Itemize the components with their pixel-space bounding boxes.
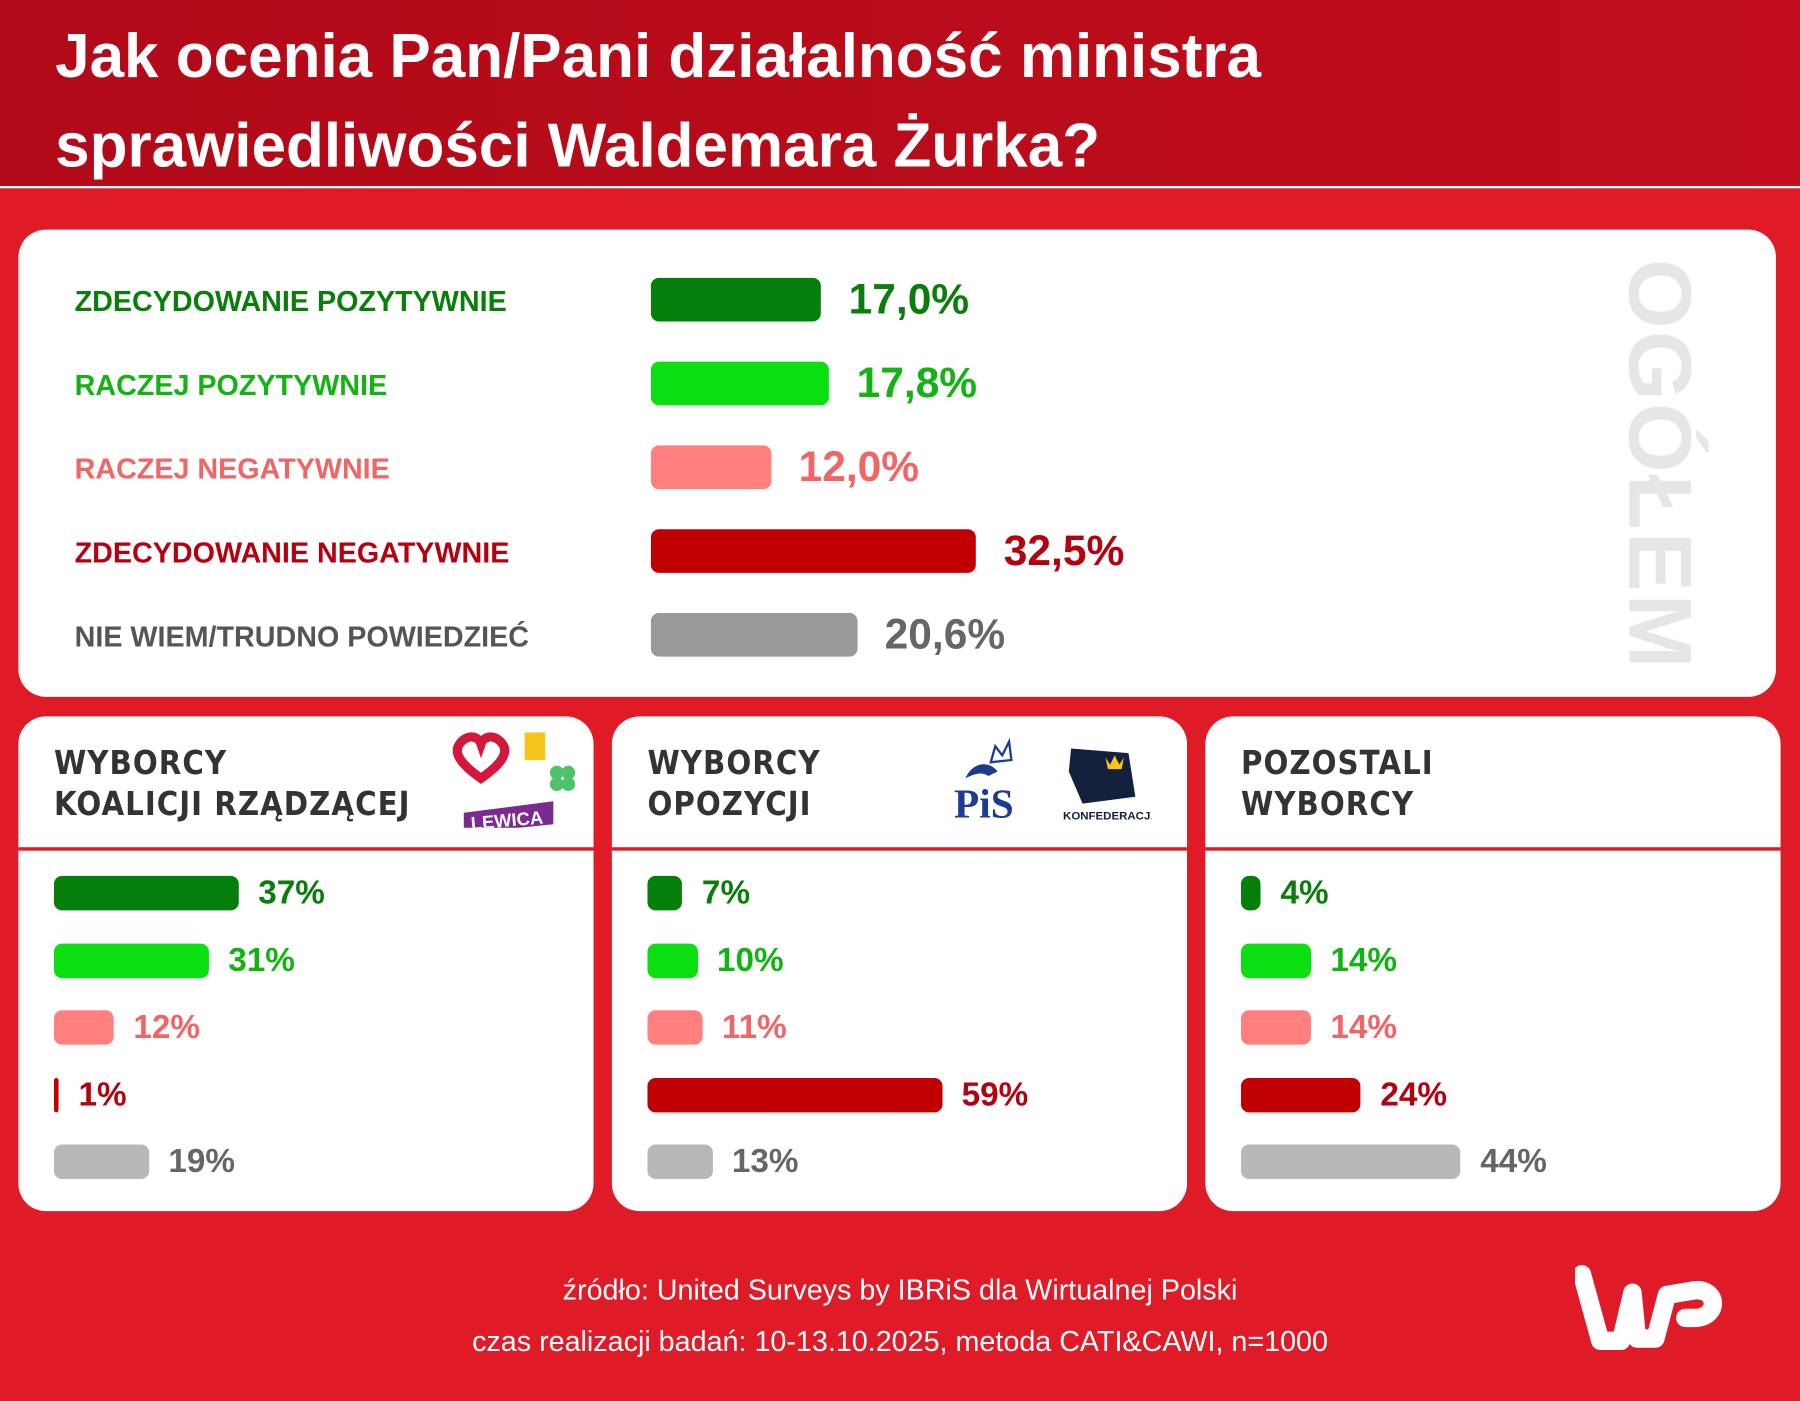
opposition-voters-card: WYBORCY OPOZYCJI PiS KONFEDERACJA 7% 10% 11… <box>611 716 1188 1212</box>
value-label: 20,6% <box>884 610 1006 658</box>
bar-row-strongly-negative: 24% <box>1240 1076 1769 1113</box>
svg-text:PiS: PiS <box>954 780 1014 826</box>
bar-row-strongly-positive: ZDECYDOWANIE POZYTYWNIE 17,0% <box>18 275 1396 323</box>
card-title: POZOSTALI WYBORCY <box>1240 742 1434 824</box>
value-label: 14% <box>1330 941 1398 979</box>
bar-row-rather-positive: 31% <box>53 941 582 979</box>
bar-row-dont-know: 19% <box>53 1143 582 1181</box>
bar-dont-know <box>647 1144 713 1179</box>
value-label: 17,0% <box>848 275 970 323</box>
bar-strongly-negative <box>53 1077 59 1112</box>
bar-dont-know <box>1240 1144 1461 1179</box>
svg-text:LEWICA: LEWICA <box>470 806 544 827</box>
coalition-party-logos: LEWICA <box>452 732 576 828</box>
bar-strongly-positive <box>650 277 822 322</box>
card-title: WYBORCY OPOZYCJI <box>647 742 821 824</box>
bar-row-rather-positive: RACZEJ POZYTYWNIE 17,8% <box>18 360 1396 406</box>
bar-row-dont-know: 13% <box>647 1143 1175 1180</box>
bar-strongly-negative <box>1240 1077 1361 1112</box>
value-label: 13% <box>731 1143 799 1181</box>
coalition-voters-card: WYBORCY KOALICJI RZĄDZĄCEJ LEWICA 37% 31% 1… <box>18 716 594 1212</box>
divider <box>611 847 1188 851</box>
category-label: ZDECYDOWANIE NEGATYWNIE <box>74 537 510 570</box>
other-voters-card: POZOSTALI WYBORCY 4% 14% 14% 24% 44% <box>1205 716 1781 1212</box>
bar-rather-positive <box>1240 943 1311 978</box>
svg-text:KONFEDERACJA: KONFEDERACJA <box>1063 811 1151 823</box>
clover-icon <box>549 765 576 791</box>
bar-rather-negative <box>53 1010 114 1045</box>
category-label: NIE WIEM/TRUDNO POWIEDZIEĆ <box>74 621 530 654</box>
value-label: 19% <box>168 1143 235 1181</box>
value-label: 11% <box>721 1009 787 1046</box>
value-label: 14% <box>1330 1009 1398 1046</box>
value-label: 12,0% <box>798 443 920 491</box>
bar-row-strongly-negative: ZDECYDOWANIE NEGATYWNIE 32,5% <box>18 528 1396 574</box>
bar-row-rather-negative: RACZEJ NEGATYWNIE 12,0% <box>18 444 1396 490</box>
bar-rather-positive <box>647 943 698 978</box>
title-line-1: Jak ocenia Pan/Pani działalność ministra <box>55 21 1261 91</box>
bar-row-strongly-positive: 7% <box>647 875 1175 912</box>
bar-row-dont-know: NIE WIEM/TRUDNO POWIEDZIEĆ 20,6% <box>18 610 1396 658</box>
bar-row-rather-positive: 10% <box>647 942 1175 979</box>
bar-row-dont-know: 44% <box>1240 1143 1769 1181</box>
value-label: 44% <box>1480 1143 1547 1181</box>
bar-strongly-positive <box>1240 875 1261 911</box>
bar-row-rather-positive: 14% <box>1240 941 1769 979</box>
bar-rather-positive <box>650 361 830 406</box>
bar-row-strongly-positive: 37% <box>53 874 582 912</box>
title-band: Jak ocenia Pan/Pani działalność ministra… <box>0 0 1800 190</box>
bar-row-strongly-positive: 4% <box>1240 874 1769 912</box>
lewica-logo-icon <box>463 801 554 828</box>
value-label: 7% <box>701 874 751 912</box>
divider <box>18 847 594 851</box>
category-label: RACZEJ POZYTYWNIE <box>74 369 388 402</box>
bar-rather-positive <box>53 943 209 978</box>
bar-row-rather-negative: 12% <box>53 1009 582 1046</box>
category-label: ZDECYDOWANIE POZYTYWNIE <box>74 285 507 318</box>
overall-vertical-label: OGÓŁEM <box>1610 259 1712 671</box>
bar-row-rather-negative: 14% <box>1240 1009 1769 1046</box>
value-label: 31% <box>228 941 295 979</box>
bar-strongly-positive <box>647 875 683 911</box>
bar-strongly-negative <box>650 529 977 573</box>
value-label: 12% <box>133 1009 201 1046</box>
bar-dont-know <box>650 613 858 657</box>
heart-logo-icon <box>452 732 510 784</box>
source-text: źródło: United Surveys by IBRiS dla Wirt… <box>562 1274 1238 1307</box>
bar-rather-negative <box>647 1010 703 1045</box>
bar-rather-negative <box>650 445 772 490</box>
value-label: 24% <box>1380 1076 1447 1113</box>
method-text: czas realizacji badań: 10-13.10.2025, me… <box>472 1325 1328 1359</box>
divider <box>1205 847 1781 851</box>
title-line-2: sprawiedliwości Waldemara Żurka? <box>55 111 1101 181</box>
bar-row-strongly-negative: 59% <box>647 1076 1175 1113</box>
pis-eagle-icon <box>965 764 998 779</box>
card-title: WYBORCY KOALICJI RZĄDZĄCEJ <box>53 742 411 824</box>
bar-strongly-negative <box>647 1077 943 1112</box>
bar-row-strongly-negative: 1% <box>53 1076 582 1113</box>
value-label: 4% <box>1280 874 1329 912</box>
value-label: 37% <box>258 874 325 912</box>
overall-card: OGÓŁEM ZDECYDOWANIE POZYTYWNIE 17,0% RACZE… <box>18 229 1776 697</box>
value-label: 10% <box>716 941 784 979</box>
konfederacja-eagle-icon <box>1068 748 1136 804</box>
value-label: 59% <box>961 1076 1029 1113</box>
wp-logo-icon <box>1575 1265 1722 1351</box>
value-label: 32,5% <box>1003 526 1125 574</box>
page-title: Jak ocenia Pan/Pani działalność ministra… <box>55 11 1261 190</box>
category-label: RACZEJ NEGATYWNIE <box>74 453 390 486</box>
bar-row-rather-negative: 11% <box>647 1009 1175 1046</box>
bar-rather-negative <box>1240 1010 1311 1045</box>
value-label: 1% <box>78 1076 127 1113</box>
value-label: 17,8% <box>856 359 978 407</box>
bar-strongly-positive <box>53 875 239 911</box>
bar-dont-know <box>53 1144 149 1179</box>
opposition-party-logos: PiS KONFEDERACJA <box>954 737 1151 826</box>
pis-crown-icon <box>989 737 1013 764</box>
logo-2050-icon <box>524 732 546 760</box>
